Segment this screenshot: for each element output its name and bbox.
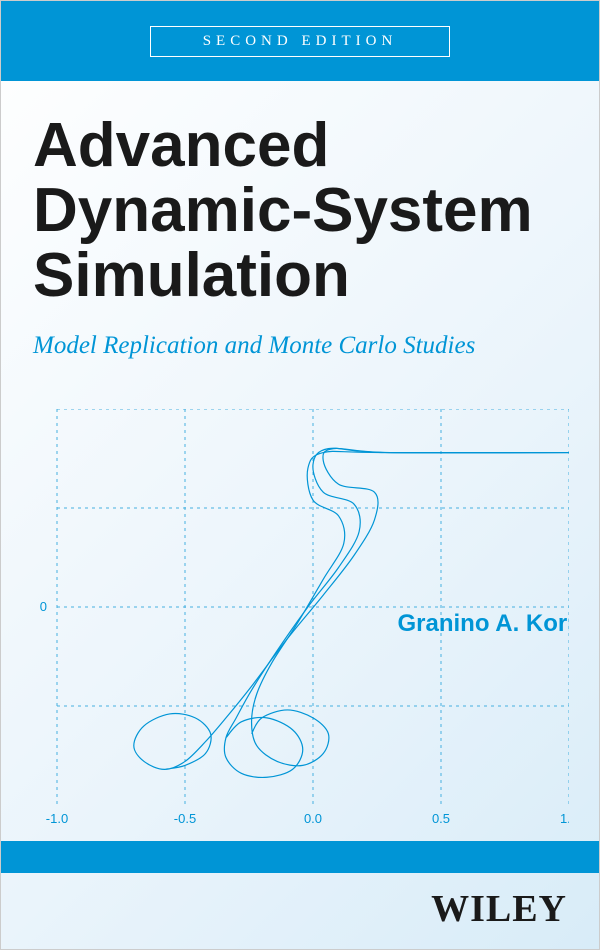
x-tick-label: 1.0 xyxy=(560,811,569,826)
x-tick-label: -1.0 xyxy=(46,811,68,826)
bottom-band xyxy=(1,841,599,873)
title-block: Advanced Dynamic-System Simulation Model… xyxy=(33,113,567,360)
publisher-logo: WILEY xyxy=(431,887,567,931)
author-name: Granino A. Korn xyxy=(397,610,569,637)
x-tick-label: 0.5 xyxy=(432,811,450,826)
top-band: SECOND EDITION xyxy=(1,1,599,81)
book-subtitle: Model Replication and Monte Carlo Studie… xyxy=(33,332,567,360)
title-line-1: Advanced xyxy=(33,111,329,180)
x-tick-label: -0.5 xyxy=(174,811,196,826)
y-tick-label: 0 xyxy=(40,599,47,614)
book-title: Advanced Dynamic-System Simulation xyxy=(33,113,567,308)
book-cover: SECOND EDITION Advanced Dynamic-System S… xyxy=(0,0,600,950)
title-line-3: Simulation xyxy=(33,241,350,310)
phase-chart: -1.0 -0.5 0.0 0.5 1.0 0 Granino A. Korn xyxy=(33,409,569,829)
title-line-2: Dynamic-System xyxy=(33,176,533,245)
edition-label: SECOND EDITION xyxy=(150,26,451,57)
trajectory-3 xyxy=(252,451,569,765)
x-tick-label: 0.0 xyxy=(304,811,322,826)
